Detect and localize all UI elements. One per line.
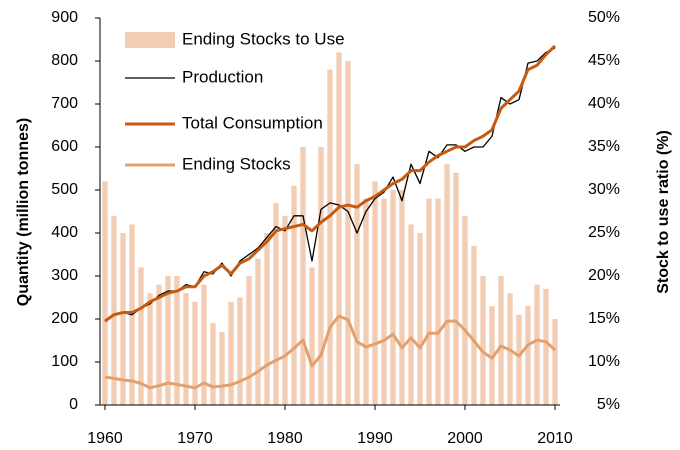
bar: [201, 284, 207, 405]
y-tick-label: 700: [51, 95, 78, 112]
x-tick-label: 1980: [267, 430, 303, 447]
line-series: [104, 44, 557, 323]
bar: [327, 69, 333, 405]
y-tick-label: 100: [51, 353, 78, 370]
x-tick-label: 2000: [447, 430, 483, 447]
bar: [354, 164, 360, 405]
bar: [282, 215, 288, 405]
bar: [372, 181, 378, 405]
bar: [120, 233, 126, 405]
bar: [138, 267, 144, 405]
y-tick-label: 900: [51, 9, 78, 26]
x-tick-label: 2010: [537, 430, 573, 447]
legend-label: Ending Stocks: [182, 154, 291, 173]
bar: [210, 323, 216, 405]
bar: [291, 185, 297, 405]
bar: [102, 181, 108, 405]
bar: [552, 319, 558, 405]
bar: [363, 198, 369, 405]
bar: [165, 276, 171, 405]
y2-tick-label: 30%: [588, 181, 620, 198]
bar: [444, 164, 450, 405]
bar: [111, 215, 117, 405]
bar: [525, 306, 531, 405]
bar: [381, 198, 387, 405]
y2-tick-label: 5%: [597, 396, 620, 413]
legend-label: Ending Stocks to Use: [182, 29, 345, 48]
y2-tick-label: 20%: [588, 267, 620, 284]
y-tick-label: 200: [51, 310, 78, 327]
y-tick-label: 800: [51, 52, 78, 69]
x-tick-label: 1990: [357, 430, 393, 447]
bar: [183, 293, 189, 405]
y-axis-title: Quantity (million tonnes): [15, 118, 32, 306]
bar: [246, 276, 252, 405]
y2-tick-label: 50%: [588, 9, 620, 26]
bar: [192, 301, 198, 405]
bar: [237, 297, 243, 405]
y-tick-label: 500: [51, 181, 78, 198]
y2-tick-label: 25%: [588, 224, 620, 241]
bar: [462, 215, 468, 405]
bar: [345, 61, 351, 405]
bar: [417, 233, 423, 405]
bar: [156, 284, 162, 405]
bar: [480, 276, 486, 405]
legend-label: Total Consumption: [182, 113, 323, 132]
x-tick-label: 1970: [177, 430, 213, 447]
bar: [498, 276, 504, 405]
bar: [264, 233, 270, 405]
y2-tick-label: 15%: [588, 310, 620, 327]
bar: [435, 198, 441, 405]
y2-tick-label: 45%: [588, 52, 620, 69]
bar: [489, 306, 495, 405]
bar: [399, 190, 405, 405]
bar: [408, 224, 414, 405]
y2-tick-label: 40%: [588, 95, 620, 112]
bar: [471, 245, 477, 405]
bar: [426, 198, 432, 405]
bar: [174, 276, 180, 405]
bar: [336, 52, 342, 406]
legend-label: Production: [182, 67, 263, 86]
y-tick-label: 300: [51, 267, 78, 284]
bar: [219, 331, 225, 405]
legend-swatch: [125, 32, 175, 48]
bar: [228, 301, 234, 405]
x-tick-label: 1960: [87, 430, 123, 447]
y-tick-label: 400: [51, 224, 78, 241]
y-tick-label: 0: [69, 396, 78, 413]
bar: [453, 172, 459, 405]
bar: [543, 288, 549, 405]
bar: [309, 267, 315, 405]
bar: [534, 284, 540, 405]
bar: [273, 202, 279, 405]
line-series: [104, 314, 557, 390]
bar: [318, 147, 324, 405]
bar: [516, 314, 522, 405]
y2-tick-label: 10%: [588, 353, 620, 370]
bar: [147, 293, 153, 405]
bar: [255, 258, 261, 405]
y2-axis-title: Stock to use ratio (%): [655, 130, 672, 294]
y-tick-label: 600: [51, 138, 78, 155]
y2-tick-label: 35%: [588, 138, 620, 155]
bar: [300, 147, 306, 405]
bar: [390, 190, 396, 405]
